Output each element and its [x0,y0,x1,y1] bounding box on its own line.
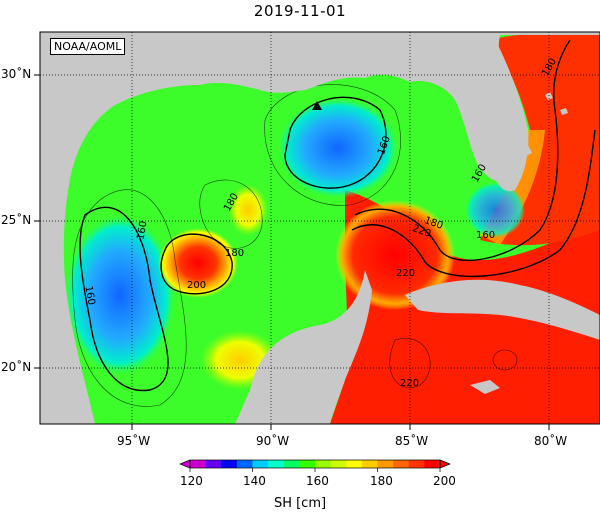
colorbar-segment [361,460,378,468]
colorbar-segment [190,460,207,468]
colorbar-segment [393,460,410,468]
colorbar-tick-label: 160 [306,474,329,488]
florida-peninsula [470,40,529,192]
colorbar-max-arrow [439,459,451,469]
contour-label: 180 [225,248,245,259]
colorbar-segment [283,460,300,468]
colorbar-segment [346,460,363,468]
contour-label: 160 [476,230,496,241]
colorbar-segment [330,460,347,468]
colorbar [179,459,451,472]
colorbar-segment [236,460,253,468]
us-mexico-landmass [40,32,600,424]
cuba [405,279,600,340]
colorbar-segment [252,460,269,468]
map-title: 2019-11-01 [253,2,347,20]
colorbar-segment [424,460,441,468]
jamaica [470,380,500,394]
contour-label: 220 [396,268,416,279]
lat-tick-label: 25˚N [1,213,32,227]
map-frame [39,31,600,425]
colorbar-tick-label: 120 [180,474,203,488]
contour-label: 220 [400,378,420,389]
florida-shelf-low [465,182,525,238]
colorbar-tick-label: 200 [433,474,456,488]
colorbar-segment [408,460,425,468]
lon-tick-label: 85˚W [395,434,429,448]
yucatan-peninsula [235,270,372,424]
contour-lines [79,39,596,392]
warm-eddy [158,228,238,298]
colorbar-tick-label: 140 [243,474,266,488]
lat-tick-label: 30˚N [1,67,32,81]
colorbar-segment [205,460,222,468]
colorbar-segment [268,460,285,468]
colorbar-segment [315,460,332,468]
colorbar-segment [221,460,238,468]
eastern-gulf-low [278,98,398,198]
lat-tick-label: 20˚N [1,360,32,374]
colorbar-tick-label: 180 [370,474,393,488]
axis-ticks [34,74,550,430]
lon-tick-label: 95˚W [117,434,151,448]
graticule [40,32,600,424]
lon-tick-label: 90˚W [256,434,290,448]
colorbar-unit-label: SH [cm] [273,496,327,511]
triangle-marker-icon [312,101,322,110]
lon-tick-label: 80˚W [534,434,568,448]
contour-label: 200 [187,280,207,291]
colorbar-segment [299,460,316,468]
credit-label: NOAA/AOML [50,38,126,55]
colorbar-min-arrow [179,459,191,469]
minor-contours [72,84,518,407]
map-field [40,32,600,424]
bahamas-islands [520,92,568,157]
central-gulf-high [228,184,268,236]
colorbar-segment [377,460,394,468]
